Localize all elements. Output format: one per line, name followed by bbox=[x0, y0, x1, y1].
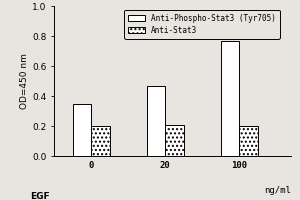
Y-axis label: OD=450 nm: OD=450 nm bbox=[20, 53, 29, 109]
Bar bbox=[165, 124, 184, 156]
Bar bbox=[220, 40, 239, 156]
Bar bbox=[239, 126, 258, 156]
Text: ng/ml: ng/ml bbox=[264, 186, 291, 195]
Legend: Anti-Phospho-Stat3 (Tyr705), Anti-Stat3: Anti-Phospho-Stat3 (Tyr705), Anti-Stat3 bbox=[124, 10, 280, 39]
Bar bbox=[91, 126, 110, 156]
Bar bbox=[73, 104, 91, 156]
Text: EGF
concentrations: EGF concentrations bbox=[30, 192, 106, 200]
Bar bbox=[147, 86, 165, 156]
